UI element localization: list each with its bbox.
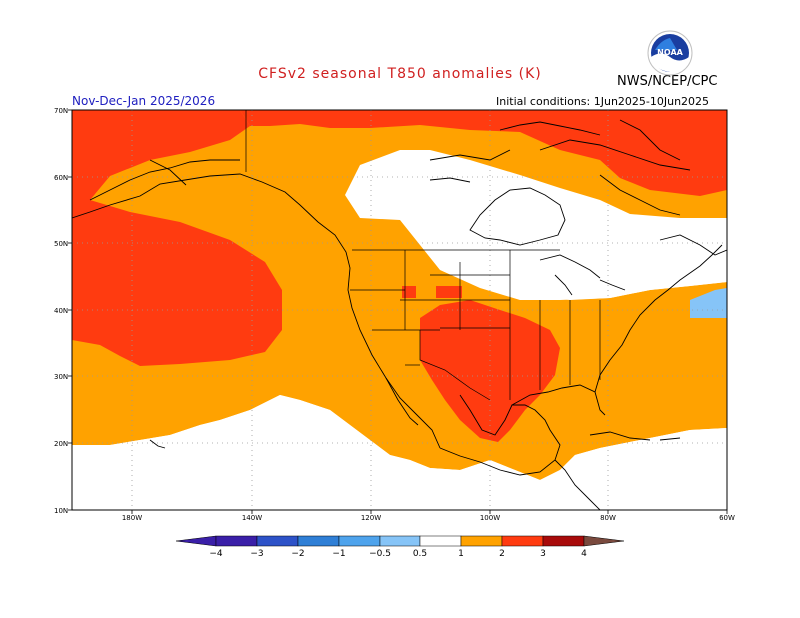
- colorbar-swatch: [297, 535, 340, 547]
- lat-label: 20N: [54, 440, 68, 448]
- initial-conditions-label: Initial conditions: 1Jun2025-10Jun2025: [496, 95, 710, 108]
- colorbar-label: −4: [209, 549, 223, 559]
- map-title: CFSv2 seasonal T850 anomalies (K): [258, 66, 542, 82]
- anomaly-region-blue-atlantic: [690, 288, 727, 318]
- lat-label: 50N: [54, 240, 68, 248]
- period-label: Nov-Dec-Jan 2025/2026: [72, 94, 216, 108]
- anomaly-region-red-arctic: [240, 110, 727, 196]
- lon-labels: 180W 140W 120W 100W 80W 60W: [122, 514, 735, 522]
- colorbar-swatch: [501, 535, 544, 547]
- colorbar-label: −0.5: [369, 549, 391, 559]
- lat-label: 60N: [54, 174, 68, 182]
- colorbar-swatch: [215, 535, 258, 547]
- lat-label: 40N: [54, 307, 68, 315]
- colorbar-label: 1: [458, 549, 464, 559]
- coastlines: [72, 119, 727, 510]
- anomaly-region-neutral-south: [72, 395, 727, 510]
- political-boundaries: [245, 110, 601, 401]
- lon-label: 180W: [122, 514, 142, 522]
- anomaly-region-red-spot-2: [436, 286, 462, 298]
- colorbar-label: 2: [499, 549, 505, 559]
- colorbar-label: −3: [250, 549, 263, 559]
- colorbar-label: 4: [581, 549, 587, 559]
- noaa-logo-text: NOAA: [657, 48, 683, 57]
- lat-label: 10N: [54, 507, 68, 515]
- axis-ticks: [68, 109, 728, 514]
- anomaly-region-red-spot: [402, 286, 416, 298]
- lon-label: 140W: [242, 514, 262, 522]
- agency-label: NWS/NCEP/CPC: [617, 74, 718, 89]
- anomaly-region-neutral-northeast: [505, 236, 727, 300]
- lon-label: 120W: [361, 514, 381, 522]
- colorbar-swatch: [256, 535, 299, 547]
- colorbar: [175, 535, 625, 547]
- lat-labels: 70N 60N 50N 40N 30N 20N 10N: [54, 107, 68, 515]
- colorbar-label: 3: [540, 549, 546, 559]
- colorbar-label: 0.5: [413, 549, 427, 559]
- colorbar-arrow-left: [175, 535, 217, 547]
- colorbar-label: −2: [291, 549, 304, 559]
- lon-label: 100W: [480, 514, 500, 522]
- colorbar-swatch: [379, 535, 421, 547]
- colorbar-labels: −4 −3 −2 −1 −0.5 0.5 1 2 3 4: [209, 549, 587, 559]
- lat-label: 30N: [54, 373, 68, 381]
- colorbar-swatch: [542, 535, 585, 547]
- colorbar-swatch: [419, 535, 462, 547]
- lon-label: 60W: [719, 514, 735, 522]
- colorbar-swatch: [460, 535, 503, 547]
- anomaly-region-red-pacific: [72, 110, 282, 366]
- colorbar-label: −1: [332, 549, 345, 559]
- colorbar-arrow-right: [583, 535, 625, 547]
- lat-label: 70N: [54, 107, 68, 115]
- colorbar-swatch: [338, 535, 381, 547]
- noaa-logo: NOAA: [647, 30, 693, 76]
- grid-lines: [72, 110, 727, 510]
- lon-label: 80W: [600, 514, 616, 522]
